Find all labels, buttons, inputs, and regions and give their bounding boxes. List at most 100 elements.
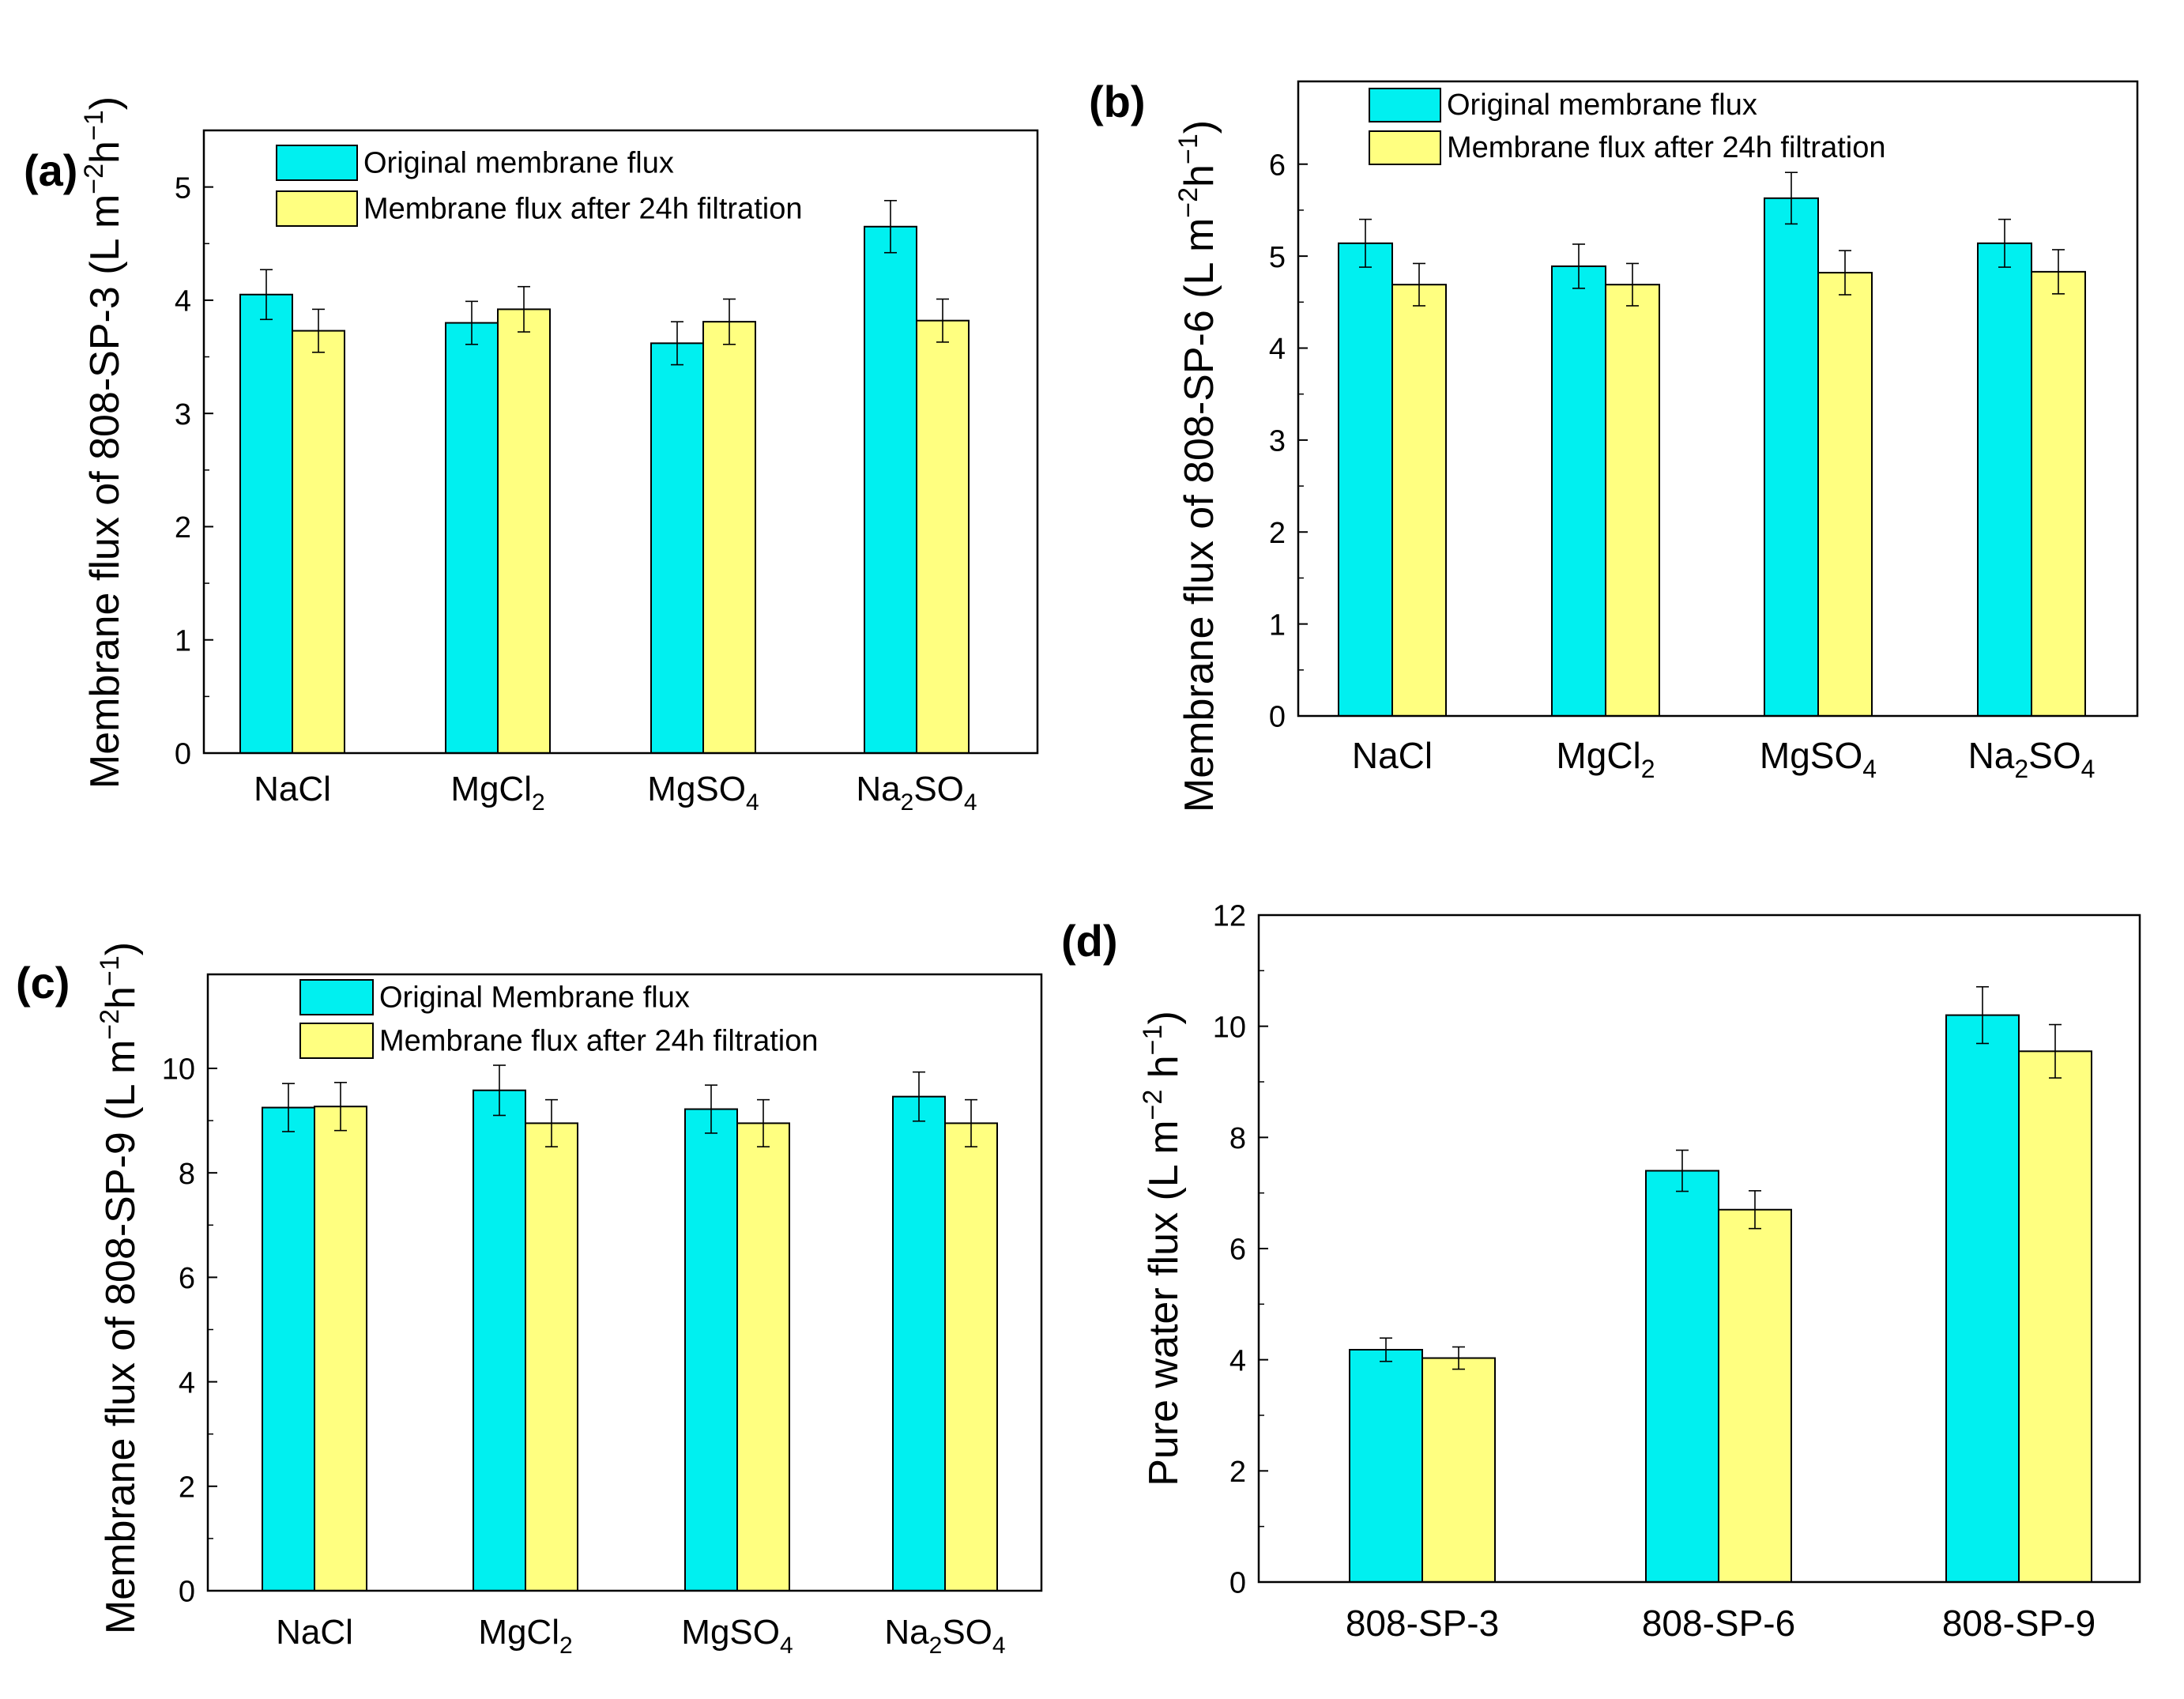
panel-b: 0 1 2 3 4 5 6 NaCl MgCl2 MgSO4 Na2SO4 Original memb… [1089,77,2139,812]
legend-swatch-b-0 [1369,88,1441,122]
error-bar-d-s0-0 [1380,1337,1392,1362]
legend-label-c-1: Membrane flux after 24h filtration [379,1024,819,1057]
category-label-c-2: MgSO4 [681,1613,793,1659]
error-bar-d-s0-1 [1676,1149,1689,1192]
legend-label-b-1: Membrane flux after 24h filtration [1447,131,1886,164]
ytick-label-b-0: 0 [1269,701,1286,734]
ytick-label-c-2: 4 [179,1366,195,1400]
error-bar-a-s1-0 [312,308,325,353]
bar-d-s1-0 [1421,1357,1496,1583]
error-bar-c-s0-2 [705,1084,717,1134]
ytick-label-b-1: 1 [1269,608,1286,642]
legend-swatch-a-1 [276,190,358,227]
bar-b-s0-2 [1764,197,1819,718]
panel-label-a: (a) [24,145,77,195]
legend-swatch-b-1 [1369,130,1441,165]
axes-frame-a [202,129,1039,755]
category-label-c-3: Na2SO4 [884,1613,1005,1659]
error-bar-a-s1-2 [723,298,736,345]
category-label-d-0: 808-SP-3 [1346,1603,1499,1644]
category-label-d-1: 808-SP-6 [1642,1603,1795,1644]
ytick-label-d-2: 4 [1229,1344,1246,1377]
bar-c-s0-3 [892,1095,946,1592]
error-bar-b-s0-2 [1785,171,1798,225]
bar-b-s1-2 [1817,272,1873,717]
bar-c-s0-2 [684,1108,738,1592]
error-bar-a-s0-3 [884,200,897,254]
legend-label-a-1: Membrane flux after 24h filtration [363,192,803,225]
legend-label-c-0: Original Membrane flux [379,981,690,1014]
bar-b-s1-0 [1391,284,1447,717]
bar-c-s1-0 [314,1106,367,1592]
category-label-a-0: NaCl [254,770,331,808]
bar-a-s0-3 [864,225,917,755]
y-axis-label-b: Membrane flux of 808-SP-6 (L m−2h−1) [1173,120,1222,812]
error-bar-c-s1-2 [757,1098,770,1147]
error-bar-c-s1-3 [965,1098,977,1147]
error-bar-b-s1-1 [1626,262,1639,307]
bar-c-s1-3 [944,1122,998,1592]
error-bar-c-s1-1 [545,1098,558,1147]
panel-d: 0 2 4 6 8 10 12 808-SP-3 808-SP-6 808-SP-9 (d) Pure… [1061,900,2141,1644]
ytick-label-a-0: 0 [175,738,191,771]
bar-a-s1-3 [916,319,970,754]
error-bar-b-s0-1 [1572,243,1585,289]
ytick-label-d-6: 12 [1213,900,1246,933]
category-label-c-0: NaCl [276,1613,353,1652]
ytick-label-a-1: 1 [175,624,191,657]
category-label-a-2: MgSO4 [647,770,759,816]
error-bar-b-s1-2 [1839,250,1851,296]
ytick-label-c-4: 8 [179,1158,195,1191]
ytick-label-a-4: 4 [175,285,191,318]
y-axis-label-c: Membrane flux of 808-SP-9 (L m−2h−1) [95,942,144,1634]
ytick-label-b-4: 4 [1269,333,1286,366]
bar-d-s1-1 [1718,1208,1792,1584]
bar-a-s0-2 [650,342,704,754]
ytick-label-b-3: 3 [1269,425,1286,458]
legend-swatch-c-0 [299,979,374,1015]
panel-label-b: (b) [1089,77,1146,126]
category-label-d-2: 808-SP-9 [1942,1603,2096,1644]
error-bar-a-s0-1 [465,300,478,345]
axes-frame-b [1297,80,2139,718]
bar-c-s0-0 [262,1106,315,1592]
error-bar-c-s0-1 [493,1064,506,1117]
ytick-label-c-1: 2 [179,1471,195,1504]
bar-a-s1-0 [292,330,345,754]
error-bar-a-s1-3 [936,298,949,343]
panel-c: 0 2 4 6 8 10 NaCl MgCl2 MgSO4 Na2SO4 Original Memb… [16,942,1043,1659]
legend-swatch-c-1 [299,1023,374,1059]
category-label-a-1: MgCl2 [450,770,544,816]
bar-b-s0-3 [1977,242,2032,717]
category-label-a-3: Na2SO4 [856,770,977,816]
ytick-label-d-0: 0 [1229,1567,1246,1600]
bar-b-s0-0 [1338,242,1393,717]
error-bar-d-s1-2 [2049,1023,2062,1079]
ytick-label-a-3: 3 [175,398,191,431]
bar-a-s0-1 [445,322,499,754]
error-bar-b-s1-0 [1413,262,1425,307]
y-axis-label-d: Pure water flux (L m−2 h−1) [1138,1011,1187,1486]
error-bar-d-s1-0 [1452,1346,1465,1370]
ytick-label-c-0: 0 [179,1576,195,1609]
category-label-b-1: MgCl2 [1556,735,1655,783]
error-bar-d-s1-1 [1749,1190,1761,1230]
error-bar-b-s0-3 [1998,218,2011,268]
ytick-label-b-2: 2 [1269,517,1286,550]
bar-b-s1-1 [1605,284,1660,717]
error-bar-b-s1-3 [2052,249,2065,295]
error-bar-a-s0-0 [260,269,273,321]
bar-a-s1-1 [497,308,551,754]
bar-c-s0-1 [473,1089,526,1592]
ytick-label-b-6: 6 [1269,149,1286,182]
error-bar-a-s0-2 [671,321,683,366]
panel-label-c: (c) [16,958,70,1008]
ytick-label-d-1: 2 [1229,1456,1246,1489]
panel-a: 0 1 2 3 4 5 NaCl MgCl2 MgSO4 Na2SO4 Original membr… [24,96,1039,816]
bar-b-s0-1 [1551,265,1606,717]
ytick-label-c-3: 6 [179,1262,195,1295]
bar-d-s0-2 [1945,1014,2020,1583]
bar-c-s1-1 [525,1122,578,1592]
ytick-label-a-2: 2 [175,511,191,544]
